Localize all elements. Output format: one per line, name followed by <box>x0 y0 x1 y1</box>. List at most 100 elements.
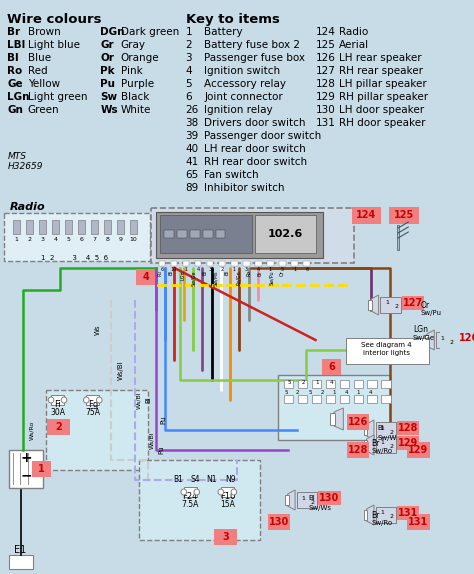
Bar <box>159 261 165 266</box>
FancyBboxPatch shape <box>397 436 419 450</box>
Bar <box>326 380 335 388</box>
Text: Ignition switch: Ignition switch <box>204 66 280 76</box>
Text: 1: 1 <box>15 237 18 242</box>
Text: Ws/Bl: Ws/Bl <box>118 360 124 380</box>
Text: LGn: LGn <box>180 270 185 280</box>
Text: Sw/Ws: Sw/Ws <box>378 435 401 441</box>
Bar <box>39 220 46 234</box>
Text: 4: 4 <box>345 390 348 395</box>
Text: 130: 130 <box>319 493 339 503</box>
Polygon shape <box>427 330 434 350</box>
Text: LH pillar speaker: LH pillar speaker <box>339 79 427 89</box>
Circle shape <box>48 397 54 403</box>
Text: 2: 2 <box>311 499 315 505</box>
FancyBboxPatch shape <box>46 390 148 470</box>
Circle shape <box>83 397 89 403</box>
Text: Radio: Radio <box>339 27 368 37</box>
Text: 1: 1 <box>38 464 45 474</box>
Text: Ro/Gn: Ro/Gn <box>236 270 241 285</box>
Text: 129: 129 <box>398 438 419 448</box>
Text: RH door speaker: RH door speaker <box>339 118 425 128</box>
Bar <box>285 495 289 505</box>
Text: 1: 1 <box>233 267 236 272</box>
Text: Blue: Blue <box>28 53 51 63</box>
Text: Gray: Gray <box>121 40 146 50</box>
Text: Br: Br <box>371 510 380 519</box>
Text: Gr: Gr <box>100 40 114 50</box>
FancyBboxPatch shape <box>352 207 382 224</box>
Text: 4: 4 <box>368 390 372 395</box>
Text: 3: 3 <box>245 267 248 272</box>
Text: 89: 89 <box>186 183 199 193</box>
Bar <box>177 230 186 238</box>
Text: Aerial: Aerial <box>339 40 369 50</box>
Text: 1: 1 <box>293 267 296 272</box>
Text: White: White <box>121 105 151 115</box>
Text: 6: 6 <box>186 92 192 102</box>
Text: MTS
H32659: MTS H32659 <box>8 152 43 172</box>
Bar <box>195 261 201 266</box>
Text: Sw/Pu: Sw/Pu <box>420 310 441 316</box>
Text: 3: 3 <box>222 532 229 542</box>
Bar <box>91 220 99 234</box>
Text: 130: 130 <box>269 517 290 527</box>
FancyBboxPatch shape <box>151 208 354 263</box>
Bar <box>284 380 293 388</box>
Text: 5: 5 <box>186 79 192 89</box>
Text: 2: 2 <box>390 429 393 435</box>
FancyBboxPatch shape <box>407 442 429 458</box>
Text: 127: 127 <box>316 66 336 76</box>
FancyBboxPatch shape <box>322 359 340 375</box>
Text: Ws/Ro: Ws/Ro <box>30 420 35 440</box>
FancyBboxPatch shape <box>347 414 369 430</box>
Text: 126: 126 <box>316 53 336 63</box>
Text: 7.5A: 7.5A <box>182 500 199 509</box>
Text: 5: 5 <box>284 390 288 395</box>
Text: Purple: Purple <box>121 79 154 89</box>
Text: Br: Br <box>258 270 263 276</box>
Bar <box>156 212 323 258</box>
Bar <box>368 300 372 310</box>
Text: 131: 131 <box>409 517 428 527</box>
Text: Pu: Pu <box>158 446 164 454</box>
Text: Brown: Brown <box>28 27 61 37</box>
Bar <box>381 297 401 313</box>
Text: Battery: Battery <box>204 27 243 37</box>
Text: Radio: Radio <box>9 202 45 212</box>
Text: See diagram 4
interior lights: See diagram 4 interior lights <box>361 343 411 355</box>
Bar <box>171 261 177 266</box>
Text: 2: 2 <box>27 237 32 242</box>
Text: 3: 3 <box>186 53 192 63</box>
Bar <box>216 230 226 238</box>
Bar <box>298 380 307 388</box>
Text: DGn: DGn <box>100 27 125 37</box>
Bar <box>130 220 137 234</box>
Text: 9: 9 <box>118 237 123 242</box>
FancyBboxPatch shape <box>33 461 51 477</box>
Bar <box>367 380 377 388</box>
Bar <box>78 220 85 234</box>
Bar <box>65 220 73 234</box>
Polygon shape <box>334 408 343 430</box>
Bar <box>190 230 200 238</box>
Circle shape <box>97 397 102 403</box>
Text: 2: 2 <box>390 444 393 449</box>
Text: 4: 4 <box>257 267 260 272</box>
Text: +: + <box>20 451 32 465</box>
Text: Passenger fuse box: Passenger fuse box <box>204 53 305 63</box>
Text: 129: 129 <box>409 445 428 455</box>
Text: 125: 125 <box>316 40 336 50</box>
Text: Or: Or <box>280 270 285 276</box>
Circle shape <box>194 489 200 495</box>
Text: 131: 131 <box>316 118 336 128</box>
Text: 2: 2 <box>296 390 300 395</box>
Text: LGn: LGn <box>8 92 30 102</box>
Text: 128: 128 <box>348 445 368 455</box>
Text: RH pillar speaker: RH pillar speaker <box>339 92 428 102</box>
Text: Battery fuse box 2: Battery fuse box 2 <box>204 40 300 50</box>
FancyBboxPatch shape <box>318 491 340 505</box>
Bar <box>279 261 286 266</box>
Bar <box>326 395 335 403</box>
Text: 1: 1 <box>186 27 192 37</box>
Text: 128: 128 <box>398 423 419 433</box>
